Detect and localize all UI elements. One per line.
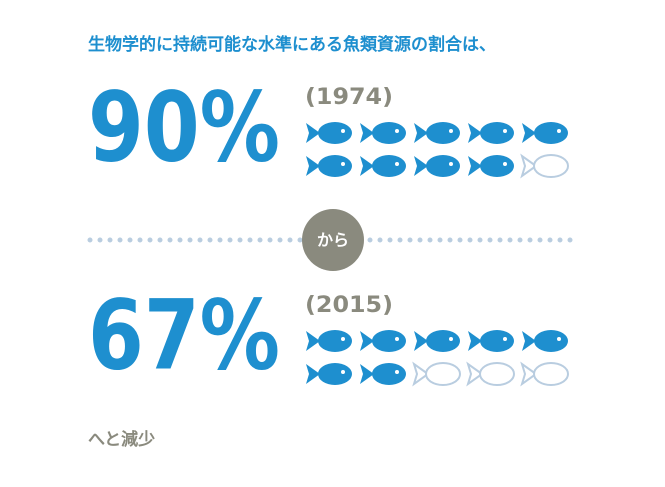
fish-eye	[557, 129, 561, 133]
fish-body	[533, 154, 569, 178]
fish-tail	[468, 156, 482, 176]
fish-filled	[360, 122, 406, 144]
fish-body	[480, 155, 514, 177]
percent: 90%	[88, 71, 280, 183]
fish-eye	[557, 337, 561, 341]
fish-eye	[395, 129, 399, 133]
fish-body	[318, 330, 352, 352]
connector: から	[317, 231, 349, 250]
fish-body	[372, 363, 406, 385]
fish-eye	[341, 337, 345, 341]
fish-eye	[341, 370, 345, 374]
fish-eye	[503, 129, 507, 133]
fish-tail	[468, 331, 482, 351]
fish-eye	[449, 129, 453, 133]
fish-eye	[449, 162, 453, 166]
fish-tail	[306, 156, 320, 176]
year: (1974)	[305, 85, 393, 110]
fish-tail	[522, 123, 536, 143]
fish-filled	[468, 155, 514, 177]
fish-eye	[449, 337, 453, 341]
fish-tail	[414, 156, 428, 176]
fish-tail	[360, 123, 374, 143]
fish-eye	[503, 337, 507, 341]
fish-body	[426, 155, 460, 177]
percent: 67%	[88, 279, 280, 391]
fish-eye	[395, 370, 399, 374]
fish-eye	[341, 162, 345, 166]
fish-tail	[466, 361, 484, 387]
year: (2015)	[305, 293, 393, 318]
fish-eye	[395, 337, 399, 341]
footer: へと減少	[88, 429, 155, 450]
fish-empty	[520, 153, 569, 179]
fish-eye	[341, 129, 345, 133]
fish-body	[480, 330, 514, 352]
fish-empty	[412, 361, 461, 387]
fish-tail	[360, 364, 374, 384]
fish-tail	[520, 361, 538, 387]
fish-filled	[306, 155, 352, 177]
fish-body	[534, 122, 568, 144]
fish-tail	[306, 123, 320, 143]
fish-body	[533, 362, 569, 386]
fish-tail	[306, 364, 320, 384]
fish-filled	[468, 330, 514, 352]
fish-body	[479, 362, 515, 386]
fish-body	[372, 155, 406, 177]
fish-tail	[414, 123, 428, 143]
fish-body	[426, 122, 460, 144]
fish-body	[372, 122, 406, 144]
fish-body	[372, 330, 406, 352]
fish-tail	[520, 153, 538, 179]
fish-filled	[522, 122, 568, 144]
fish-filled	[360, 363, 406, 385]
fish-body	[318, 155, 352, 177]
fish-eye	[503, 162, 507, 166]
headline: 生物学的に持続可能な水準にある魚類資源の割合は、	[88, 34, 496, 55]
fish-tail	[306, 331, 320, 351]
fish-tail	[414, 331, 428, 351]
fish-filled	[414, 122, 460, 144]
fish-body	[480, 122, 514, 144]
fish-empty	[466, 361, 515, 387]
fish-filled	[306, 330, 352, 352]
connector-circle	[302, 209, 364, 271]
fish-tail	[412, 361, 430, 387]
fish-body	[318, 363, 352, 385]
fish-filled	[468, 122, 514, 144]
fish-empty	[520, 361, 569, 387]
fish-tail	[360, 331, 374, 351]
fish-filled	[522, 330, 568, 352]
fish-body	[318, 122, 352, 144]
fish-filled	[306, 122, 352, 144]
fish-filled	[414, 155, 460, 177]
fish-body	[425, 362, 461, 386]
fish-filled	[306, 363, 352, 385]
fish-filled	[414, 330, 460, 352]
fish-eye	[395, 162, 399, 166]
fish-tail	[468, 123, 482, 143]
fish-body	[534, 330, 568, 352]
fish-body	[426, 330, 460, 352]
fish-filled	[360, 155, 406, 177]
fish-filled	[360, 330, 406, 352]
fish-tail	[360, 156, 374, 176]
fish-tail	[522, 331, 536, 351]
